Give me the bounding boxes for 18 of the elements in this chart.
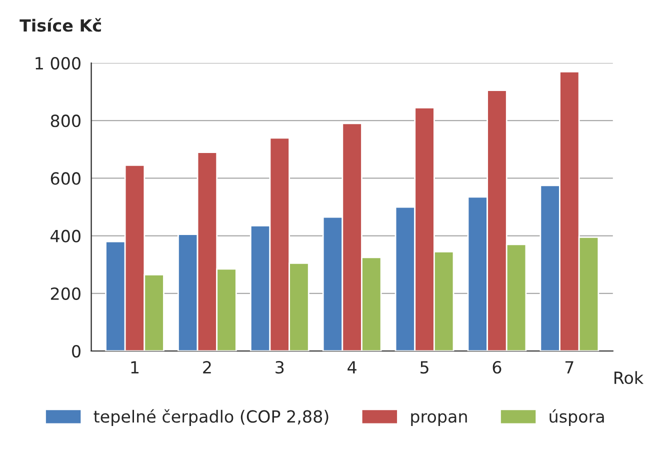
x-tick-label: 6 <box>492 361 502 374</box>
x-tick-label: 5 <box>420 361 428 374</box>
x-tick-label: 3 <box>276 361 284 374</box>
y-tick-label: 0 <box>72 344 80 358</box>
y-tick-label: 1 000 <box>36 56 80 70</box>
y-axis-title: Tisíce Kč <box>20 18 102 32</box>
y-tick-label: 800 <box>50 114 80 128</box>
legend-label: tepelné čerpadlo (COP 2,88) <box>94 409 328 426</box>
y-tick-label: 600 <box>50 172 80 185</box>
y-tick-label: 400 <box>50 230 80 242</box>
y-tick-label: 200 <box>50 287 80 300</box>
legend-label: úspora <box>550 409 604 426</box>
x-tick-label: 7 <box>565 361 574 374</box>
x-axis-title: Rok <box>614 371 644 384</box>
x-tick-label: 1 <box>131 361 139 374</box>
x-tick-label: 4 <box>348 361 356 374</box>
legend-label: propan <box>411 413 467 426</box>
x-tick-label: 2 <box>203 361 211 374</box>
